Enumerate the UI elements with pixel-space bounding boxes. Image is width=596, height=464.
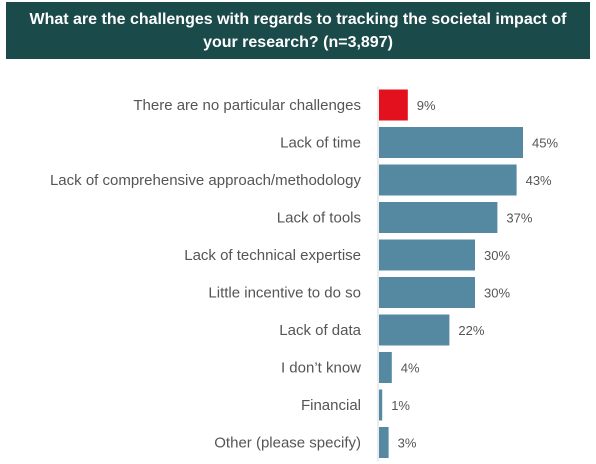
bar-value-label: 30%: [484, 248, 510, 263]
category-label: I don’t know: [281, 360, 361, 377]
bar-value-label: 9%: [417, 98, 436, 113]
bar-value-label: 30%: [484, 286, 510, 301]
bar: [379, 127, 523, 158]
bar: [379, 314, 450, 346]
category-label: Lack of time: [280, 135, 361, 152]
bar-value-label: 37%: [506, 211, 532, 226]
bar: [379, 427, 389, 458]
bar: [379, 202, 498, 233]
bar-value-label: 43%: [526, 173, 552, 188]
category-label: There are no particular challenges: [133, 97, 361, 114]
bar: [379, 389, 383, 421]
bar: [379, 239, 475, 271]
category-label: Financial: [301, 397, 361, 414]
bar-value-label: 1%: [391, 398, 410, 413]
category-label: Little incentive to do so: [208, 285, 361, 302]
bar: [379, 277, 475, 308]
bar: [379, 164, 517, 196]
bar-value-label: 3%: [398, 436, 417, 451]
category-label: Lack of technical expertise: [184, 247, 361, 264]
bar-value-label: 4%: [401, 361, 420, 376]
bar-value-label: 22%: [458, 323, 484, 338]
category-label: Lack of data: [279, 322, 361, 339]
category-label: Lack of comprehensive approach/methodolo…: [50, 172, 362, 189]
category-label: Other (please specify): [214, 435, 361, 452]
category-label: Lack of tools: [277, 210, 361, 227]
bar-value-label: 45%: [532, 136, 558, 151]
bar: [379, 352, 392, 383]
chart-title: What are the challenges with regards to …: [6, 2, 590, 59]
bar: [379, 89, 408, 121]
